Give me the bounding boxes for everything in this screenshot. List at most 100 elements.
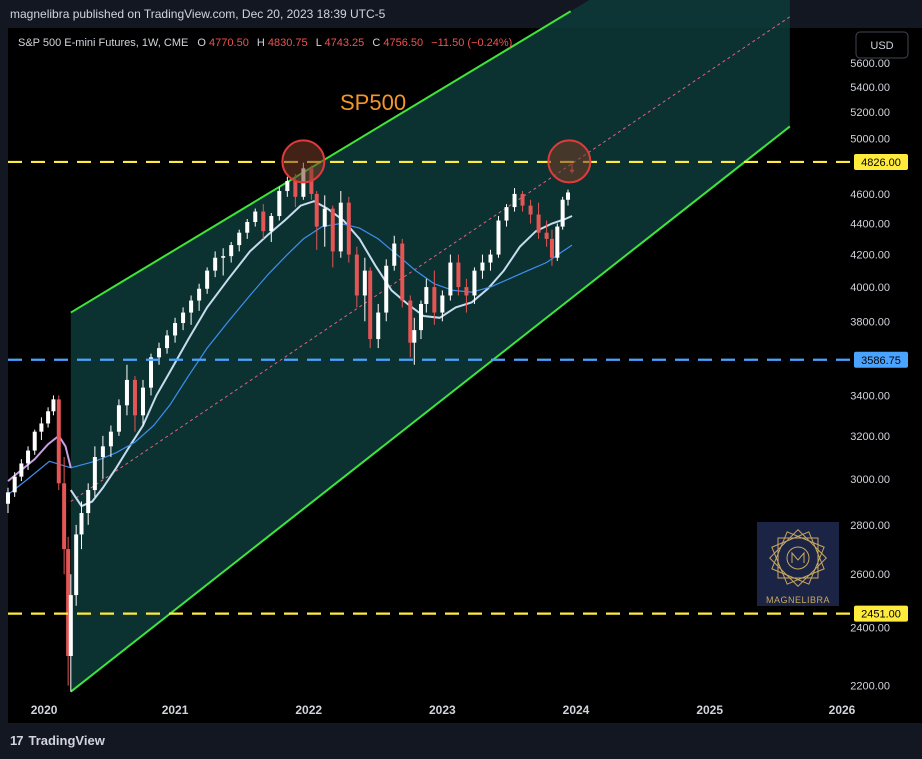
candle: [520, 191, 525, 212]
y-axis: 5600.00 5400.00 5200.00 5000.00 4600.00 4400.…: [850, 58, 890, 693]
candle-body: [293, 181, 298, 197]
candle: [6, 487, 10, 514]
open-value: 4770.50: [209, 37, 249, 49]
x-axis: 2020 2021 2022 2023 2024 2025 2026: [31, 703, 856, 717]
candle: [418, 300, 423, 340]
candle: [504, 204, 509, 227]
candle: [354, 246, 359, 308]
magnelibra-logo: MAGNELIBRA: [757, 522, 839, 606]
candle: [181, 307, 186, 331]
y-tick-label: 4400.00: [850, 219, 890, 231]
candle-body: [354, 254, 359, 296]
y-tick-label: 3000.00: [850, 474, 890, 486]
candle-body: [253, 211, 258, 223]
candle: [376, 303, 381, 349]
candle: [74, 524, 79, 606]
candle-body: [544, 232, 549, 239]
x-tick-label: 2025: [696, 703, 723, 717]
candle-body: [245, 222, 250, 233]
currency-button-label: USD: [870, 40, 893, 52]
candle-body: [140, 387, 145, 416]
candle: [261, 204, 266, 239]
x-tick-label: 2024: [563, 703, 590, 717]
candle: [544, 220, 549, 247]
candle: [189, 295, 194, 325]
candle-body: [92, 456, 97, 491]
y-tick-label: 2800.00: [850, 520, 890, 532]
candle-body: [86, 490, 91, 514]
candle-body: [565, 192, 570, 200]
candle: [384, 259, 389, 322]
y-tick-label: 3400.00: [850, 390, 890, 402]
candle-body: [472, 270, 477, 296]
candle-body: [46, 411, 51, 424]
candle: [100, 435, 105, 479]
candle-body: [512, 193, 517, 208]
candle: [213, 251, 218, 278]
y-tick-label: 2600.00: [850, 569, 890, 581]
candle: [528, 199, 533, 224]
candle-body: [79, 513, 84, 535]
candle-body: [100, 446, 105, 457]
close-value: 4756.50: [383, 37, 423, 49]
candle: [116, 399, 121, 436]
candle: [488, 249, 493, 271]
candle-body: [368, 270, 373, 340]
change-value: −11.50 (−0.24%): [431, 37, 512, 49]
candle: [322, 195, 327, 247]
candle-body: [221, 256, 226, 258]
levels-layer: 4826.00 3586.75 2451.00: [8, 153, 908, 622]
currency-button[interactable]: USD: [855, 31, 909, 59]
candle: [314, 191, 319, 250]
candle: [221, 248, 226, 276]
y-tick-label: 5400.00: [850, 82, 890, 94]
annotation-title: SP500: [340, 90, 406, 115]
candle-body: [418, 303, 423, 331]
candle: [285, 176, 290, 197]
candle-body: [39, 423, 44, 432]
candle-body: [181, 312, 186, 324]
candle-body: [197, 288, 202, 301]
channel-layer: [70, 0, 791, 693]
tradingview-logo[interactable]: 17 TradingView: [10, 733, 105, 748]
y-tick-label: 4200.00: [850, 250, 890, 262]
candle: [392, 235, 397, 271]
candle: [440, 290, 445, 322]
candle-body: [322, 208, 327, 227]
candle-body: [132, 379, 137, 416]
logo-text: MAGNELIBRA: [766, 595, 830, 605]
level-price-tag: [854, 605, 908, 622]
candle: [464, 278, 469, 313]
candle-body: [277, 191, 282, 217]
candle-body: [412, 330, 417, 343]
candle: [46, 407, 51, 428]
candle-body: [213, 257, 218, 271]
candle: [448, 254, 453, 301]
y-tick-label: 4000.00: [850, 282, 890, 294]
candle-body: [480, 262, 485, 271]
candle-body: [496, 220, 501, 255]
circles-layer: [281, 139, 592, 184]
candle: [253, 208, 258, 227]
candle: [229, 241, 234, 263]
highlight-circle: [281, 139, 326, 184]
candle-body: [440, 295, 445, 313]
candle-body: [384, 265, 389, 313]
candle-body: [362, 270, 367, 296]
candle-body: [68, 595, 73, 656]
candle-body: [536, 214, 541, 233]
candle-body: [12, 476, 17, 493]
candle-body: [237, 232, 242, 246]
candle: [165, 330, 170, 354]
candle: [108, 425, 113, 457]
y-tick-label: 5200.00: [850, 107, 890, 119]
y-tick-label: 5600.00: [850, 58, 890, 70]
tradingview-brand: TradingView: [28, 733, 105, 748]
candle: [66, 536, 71, 686]
chart-canvas[interactable]: 4826.00 3586.75 2451.00 5600.00 5400.00 5200…: [0, 0, 922, 723]
y-tick-label: 2400.00: [850, 623, 890, 635]
candle-body: [165, 335, 170, 349]
level-price-label: 2451.00: [861, 609, 901, 621]
candle-body: [205, 270, 210, 289]
